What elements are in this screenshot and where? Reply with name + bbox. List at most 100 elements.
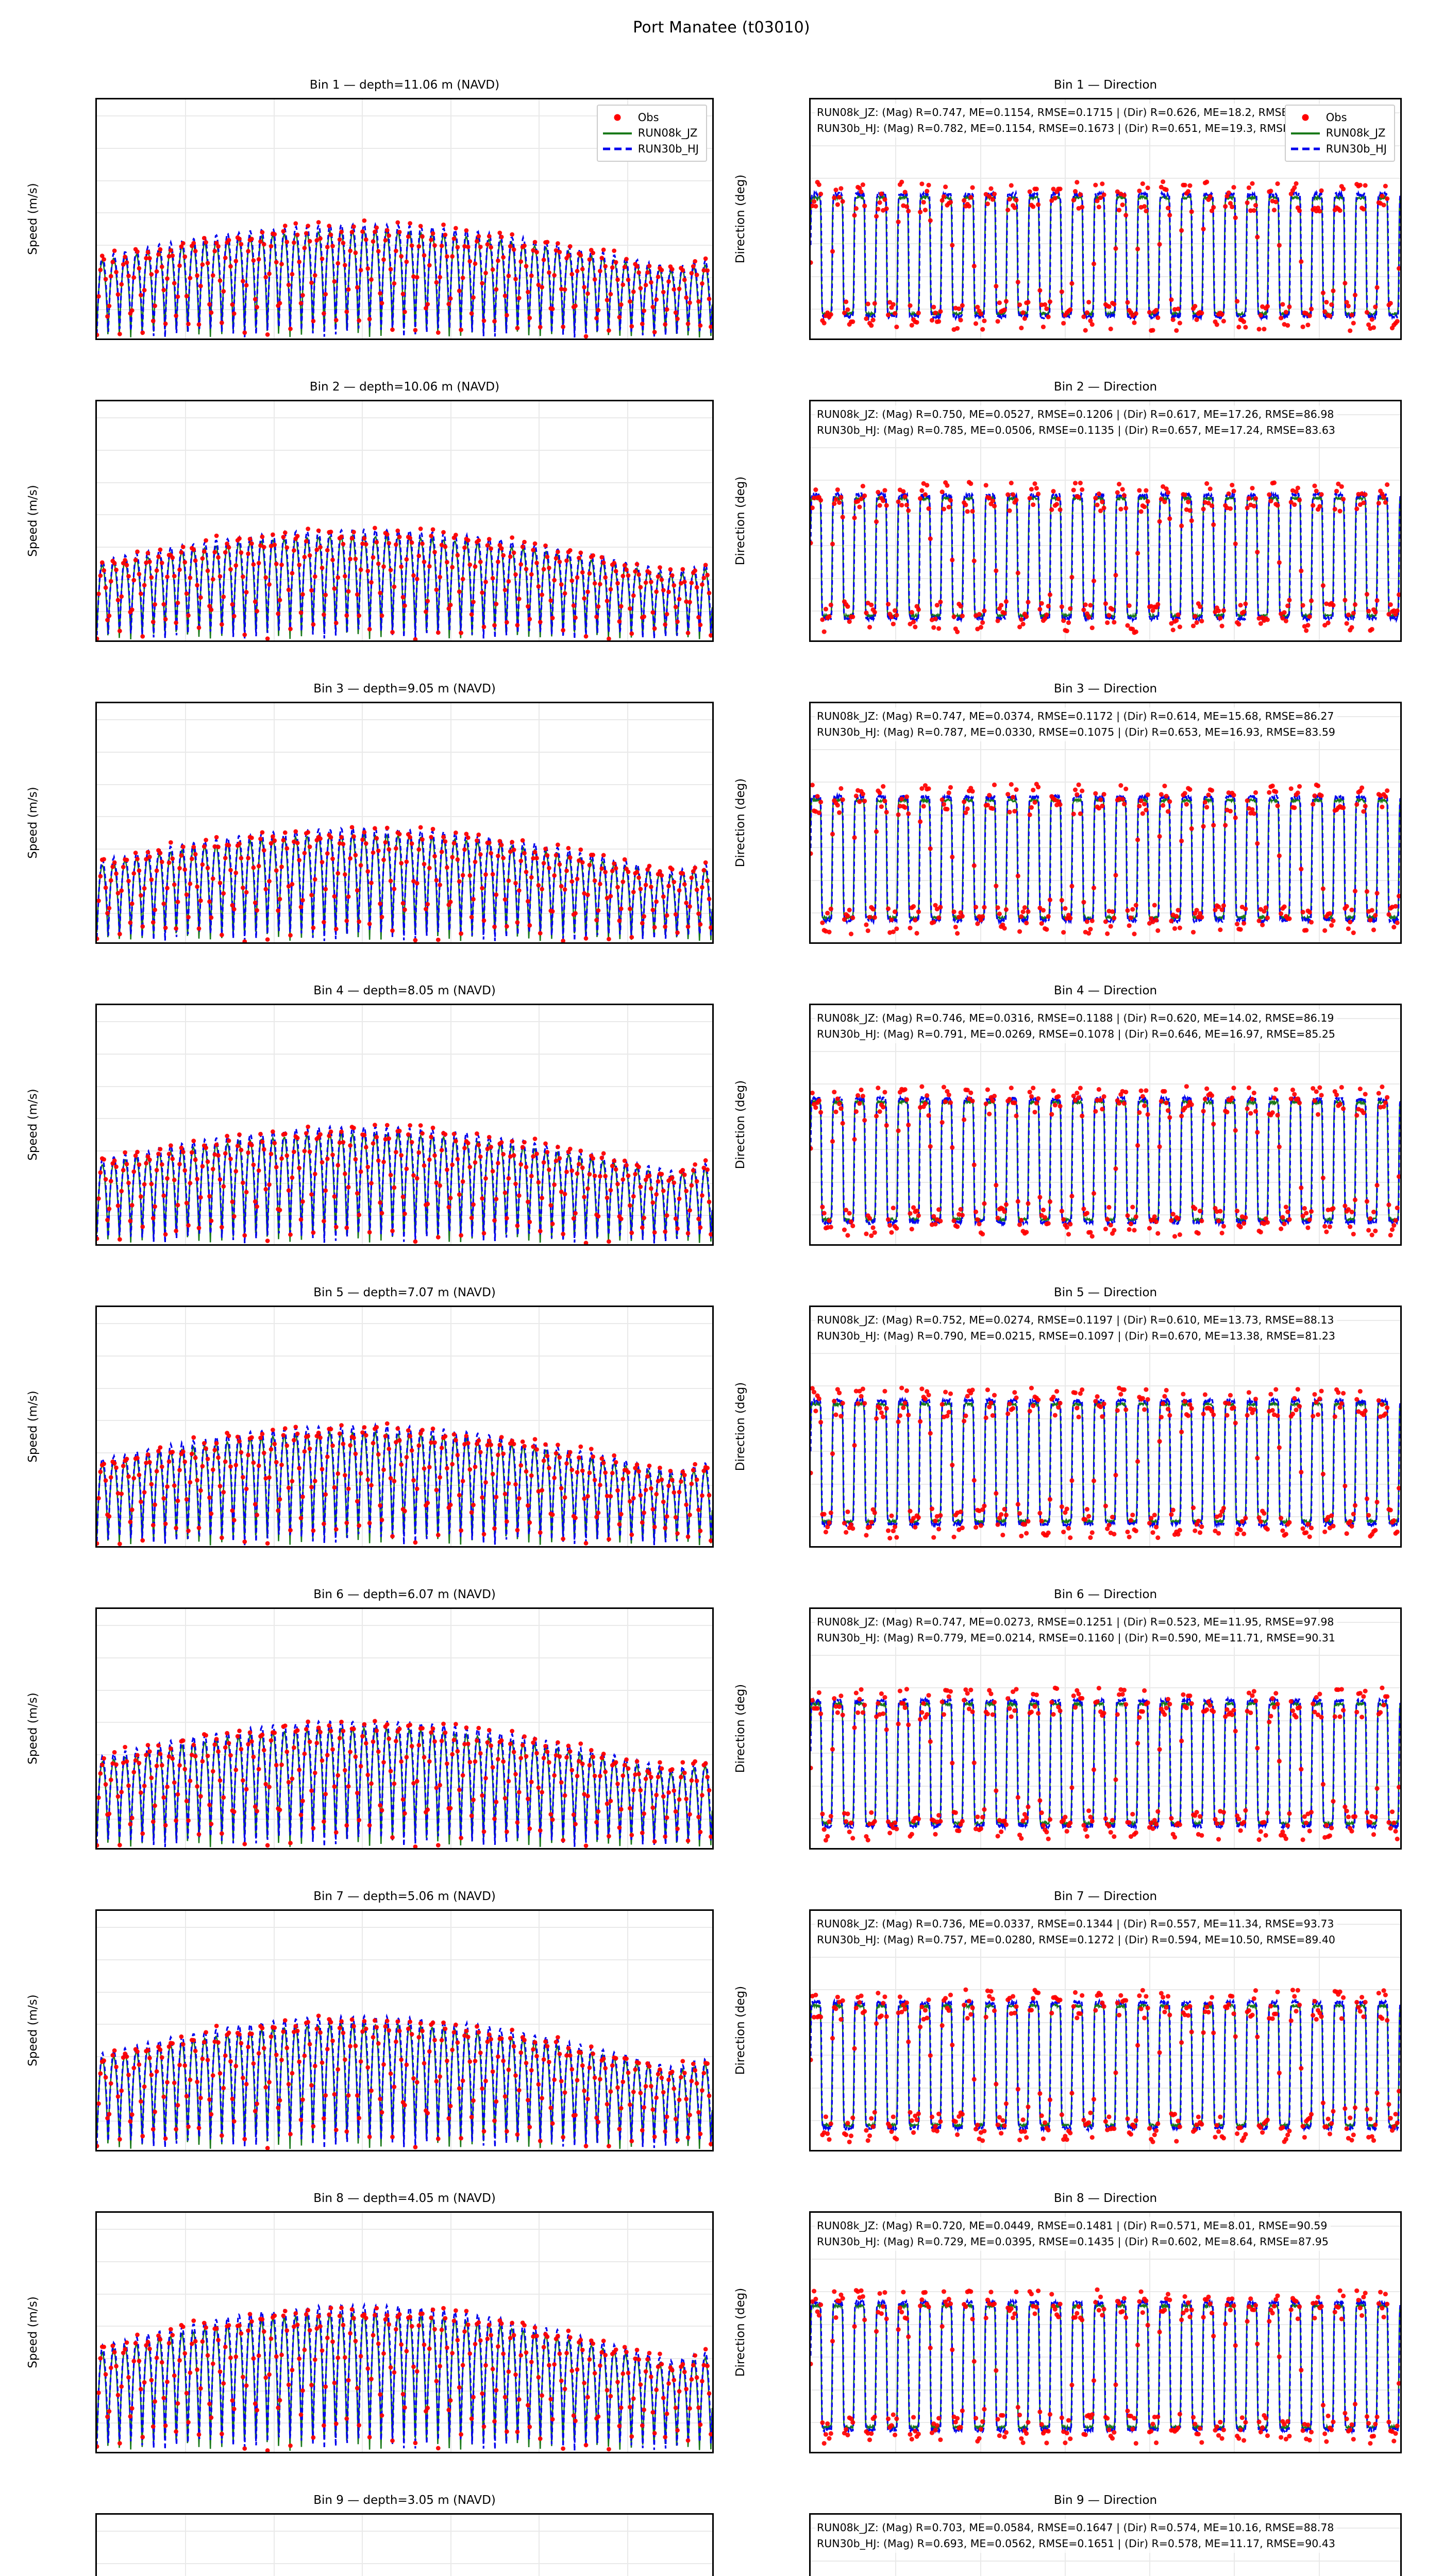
speed-panel-bin-5: Bin 5 — depth=7.07 m (NAVD)0.00.20.40.60… [95,1286,714,1548]
x-tick-mark [980,338,981,340]
bin-row: Bin 8 — depth=4.05 m (NAVD) 0.00.20.40.60… [0,2192,1443,2461]
stats-box: RUN08k_JZ: (Mag) R=0.747, ME=0.1154, RMS… [815,104,1331,138]
speed-data-layer [97,2515,712,2576]
x-tick-mark [1149,640,1150,642]
x-tick-mark [1064,338,1065,340]
legend-label: RUN30b_HJ [1326,141,1387,157]
x-tick-mark [96,338,97,340]
speed-y-axis-label: Speed (m/s) [26,183,40,255]
stats-box: RUN08k_JZ: (Mag) R=0.746, ME=0.0316, RMS… [815,1009,1337,1043]
speed-y-axis-label: Speed (m/s) [26,485,40,557]
x-tick-mark [895,942,896,944]
bin-row: Bin 3 — depth=9.05 m (NAVD)0.00.20.40.60… [0,682,1443,951]
x-tick-mark [361,1848,362,1850]
legend-run08k-line-icon [603,128,632,139]
stats-line-run08k_jz: RUN08k_JZ: (Mag) R=0.747, ME=0.0374, RMS… [817,708,1335,724]
x-tick-mark [627,1848,628,1850]
x-tick-mark [1233,1848,1234,1850]
speed-data-layer [97,1911,712,2150]
stats-line-run30b_hj: RUN30b_HJ: (Mag) R=0.757, ME=0.0280, RMS… [817,1932,1335,1948]
x-tick-mark [810,1848,811,1850]
legend-label: RUN08k_JZ [638,125,698,141]
x-tick-mark [1233,1546,1234,1548]
figure-title: Port Manatee (t03010) [0,19,1443,37]
speed-data-layer [97,1609,712,1848]
x-tick-mark [1064,2150,1065,2151]
x-tick-mark [184,338,186,340]
legend-item: Obs [1291,110,1387,125]
x-tick-mark [980,640,981,642]
x-tick-mark [538,942,539,944]
x-tick-mark [1149,2452,1150,2453]
x-tick-mark [627,1244,628,1246]
stats-line-run08k_jz: RUN08k_JZ: (Mag) R=0.703, ME=0.0584, RMS… [817,2520,1335,2536]
x-tick-mark [895,2452,896,2453]
legend-key-glyph [614,114,620,121]
speed-axes: 0.00.20.40.60.81.01.21.4 [95,2211,714,2453]
stats-line-run08k_jz: RUN08k_JZ: (Mag) R=0.736, ME=0.0337, RMS… [817,1916,1335,1932]
x-tick-mark [450,640,451,642]
stats-line-run30b_hj: RUN30b_HJ: (Mag) R=0.782, ME=0.1154, RMS… [817,121,1329,137]
x-tick-mark [273,1848,274,1850]
x-tick-mark [1233,2150,1234,2151]
stats-line-run30b_hj: RUN30b_HJ: (Mag) R=0.791, ME=0.0269, RMS… [817,1026,1335,1042]
x-tick-mark [1318,1244,1319,1246]
direction-panel-title: Bin 1 — Direction [809,78,1402,92]
x-tick-mark [627,338,628,340]
x-tick-mark [810,2150,811,2151]
speed-axes: 0.00.20.40.60.81.01.21.4 [95,1004,714,1246]
direction-panel-title: Bin 7 — Direction [809,1890,1402,1903]
speed-panel-bin-2: Bin 2 — depth=10.06 m (NAVD)0.00.20.40.6… [95,380,714,642]
x-tick-mark [361,1546,362,1548]
direction-panel-bin-5: Bin 5 — Direction 50100150200250300350RUN… [809,1286,1402,1548]
direction-axes: 50100150200250300350RUN08k_JZ: (Mag) R=0… [809,1306,1402,1548]
x-tick-mark [1064,1848,1065,1850]
speed-data-layer [97,1005,712,1244]
x-tick-mark [361,1244,362,1246]
speed-panel-bin-1: Bin 1 — depth=11.06 m (NAVD)0.00.20.40.6… [95,78,714,340]
legend-obs-marker-icon [603,112,632,123]
x-tick-mark [273,2150,274,2151]
x-tick-mark [273,1244,274,1246]
direction-panel-bin-1: Bin 1 — Direction50100150200250300350RUN… [809,78,1402,340]
direction-axes: 50100150200250300350RUN08k_JZ: (Mag) R=0… [809,400,1402,642]
x-tick-mark [96,1848,97,1850]
stats-line-run08k_jz: RUN08k_JZ: (Mag) R=0.752, ME=0.0274, RMS… [817,1312,1335,1328]
direction-y-axis-label: Direction (deg) [734,1684,747,1773]
x-tick-mark [273,338,274,340]
direction-panel-bin-7: Bin 7 — Direction50100150200250300350RUN… [809,1890,1402,2151]
speed-axes: 0.00.20.40.60.81.01.21.4 [95,400,714,642]
legend-key-glyph [603,132,632,134]
x-tick-mark [810,1244,811,1246]
legend-key-glyph [1302,114,1308,121]
x-tick-mark [96,640,97,642]
legend-item: RUN30b_HJ [1291,141,1387,157]
x-tick-mark [273,1546,274,1548]
stats-line-run30b_hj: RUN30b_HJ: (Mag) R=0.693, ME=0.0562, RMS… [817,2536,1335,2552]
x-tick-mark [96,942,97,944]
x-tick-mark [895,640,896,642]
speed-panel-title: Bin 1 — depth=11.06 m (NAVD) [95,78,714,92]
speed-panel-title: Bin 7 — depth=5.06 m (NAVD) [95,1890,714,1903]
x-tick-mark [184,1244,186,1246]
x-tick-mark [1318,1848,1319,1850]
speed-panel-title: Bin 5 — depth=7.07 m (NAVD) [95,1286,714,1299]
x-tick-mark [1064,1244,1065,1246]
x-tick-mark [273,2452,274,2453]
stats-line-run30b_hj: RUN30b_HJ: (Mag) R=0.787, ME=0.0330, RMS… [817,724,1335,740]
speed-panel-title: Bin 8 — depth=4.05 m (NAVD) [95,2192,714,2205]
bin-row: Bin 9 — depth=3.05 m (NAVD)0.00.20.40.60… [0,2494,1443,2576]
stats-line-run30b_hj: RUN30b_HJ: (Mag) R=0.785, ME=0.0506, RMS… [817,422,1335,438]
direction-panel-title: Bin 9 — Direction [809,2494,1402,2507]
speed-panel-title: Bin 6 — depth=6.07 m (NAVD) [95,1588,714,1601]
stats-line-run08k_jz: RUN08k_JZ: (Mag) R=0.750, ME=0.0527, RMS… [817,406,1335,422]
x-tick-mark [273,942,274,944]
speed-y-axis-label: Speed (m/s) [26,1994,40,2066]
x-tick-mark [184,640,186,642]
x-tick-mark [1149,1848,1150,1850]
speed-panel-title: Bin 9 — depth=3.05 m (NAVD) [95,2494,714,2507]
stats-box: RUN08k_JZ: (Mag) R=0.752, ME=0.0274, RMS… [815,1311,1337,1345]
legend-run08k-line-icon [1291,128,1320,139]
direction-panel-title: Bin 5 — Direction [809,1286,1402,1299]
x-tick-mark [450,1244,451,1246]
